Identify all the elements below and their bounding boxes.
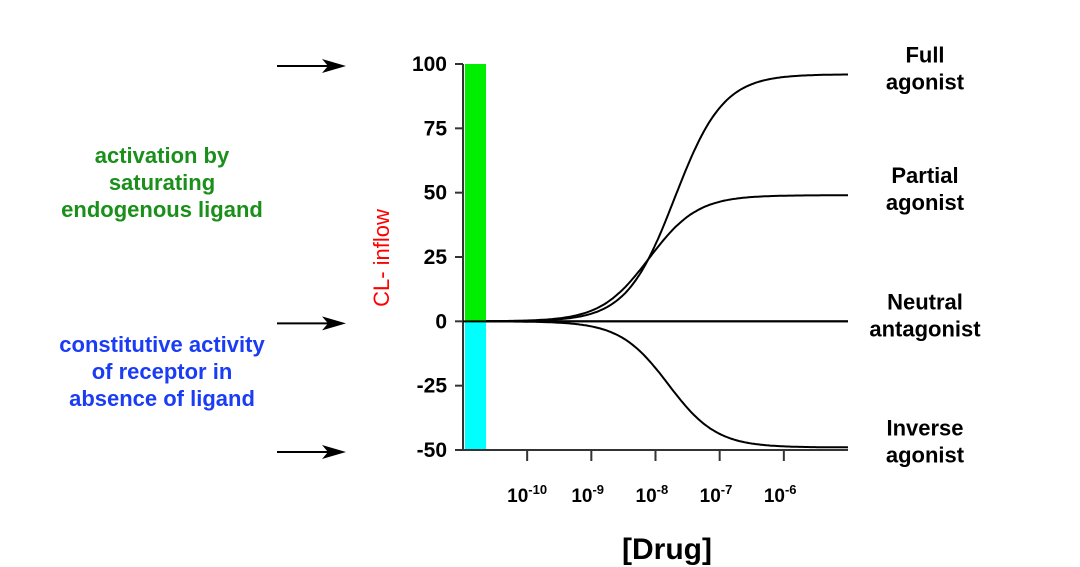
- arrowhead-icon: [322, 59, 346, 73]
- bars-layer: [465, 64, 486, 450]
- curves-layer: [463, 73, 849, 449]
- x-tick-label: 10-7: [700, 482, 733, 507]
- labels-layer: FullagonistPartialagonistNeutralantagoni…: [869, 42, 981, 467]
- inverse-agonist-label: Inverse: [886, 415, 963, 440]
- axes: [462, 64, 848, 451]
- full-agonist-label: Full: [905, 42, 944, 67]
- constitutive-activity-bar: [465, 321, 486, 450]
- full-agonist-curve: [486, 73, 848, 323]
- inverse-agonist-curve: [486, 320, 849, 449]
- neutral-antagonist-label: Neutral: [887, 289, 963, 314]
- x-tick-label: 10-8: [636, 482, 669, 507]
- ticks-layer: 100 75 50 25 0 -25 -50 10-10 10-9 10-8 10-7 10-6: [412, 53, 797, 507]
- y-tick-label: 75: [424, 117, 448, 140]
- activation-annotation: saturating: [109, 170, 215, 195]
- partial-agonist-label: agonist: [886, 190, 965, 215]
- y-tick-label: 50: [424, 182, 447, 205]
- partial-agonist-label: Partial: [891, 163, 958, 188]
- partial-agonist-curve: [486, 194, 848, 323]
- inverse-agonist-label: agonist: [886, 442, 965, 467]
- constitutive-annotation: absence of ligand: [69, 386, 255, 411]
- activation-bar: [465, 64, 486, 322]
- y-tick-label: 100: [412, 53, 447, 76]
- y-tick-label: 0: [435, 310, 447, 333]
- y-tick-label: -25: [417, 375, 448, 398]
- constitutive-annotation: constitutive activity: [59, 332, 265, 357]
- arrowhead-icon: [322, 316, 346, 331]
- full-agonist-label: agonist: [886, 69, 965, 94]
- constitutive-annotation: of receptor in: [92, 359, 233, 384]
- arrowhead-icon: [322, 445, 346, 459]
- x-tick-label: 10-6: [764, 482, 797, 507]
- neutral-antagonist-label: antagonist: [869, 316, 981, 341]
- activation-annotation: endogenous ligand: [61, 197, 263, 222]
- arrows-layer: [277, 59, 346, 459]
- y-tick-label: 25: [424, 246, 448, 269]
- x-tick-label: 10-9: [571, 482, 604, 507]
- x-tick-label: 10-10: [507, 482, 547, 507]
- x-axis-label: [Drug]: [622, 533, 712, 566]
- y-axis-label: CL- inflow: [369, 209, 394, 307]
- y-tick-label: -50: [417, 439, 447, 462]
- activation-annotation: activation by: [95, 143, 230, 168]
